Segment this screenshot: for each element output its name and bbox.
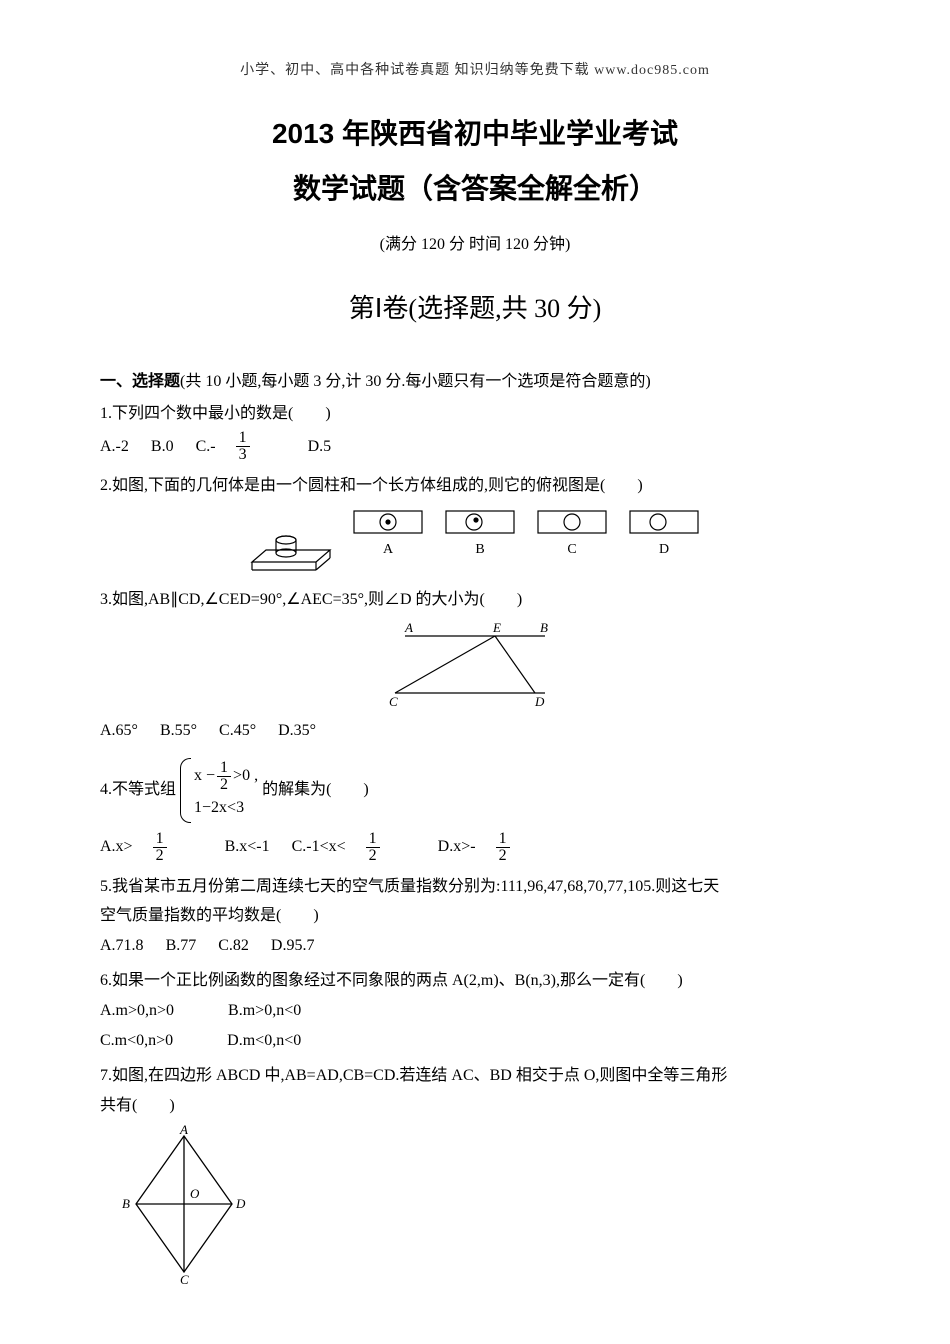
q3-label-e: E	[492, 620, 501, 635]
question-4: 4.不等式组 x −12>0 , 1−2x<3 的解集为( )	[100, 754, 850, 827]
question-5-line2: 空气质量指数的平均数是( )	[100, 903, 850, 929]
question-5-line1: 5.我省某市五月份第二周连续七天的空气质量指数分别为:111,96,47,68,…	[100, 874, 850, 900]
question-3-options: A.65° B.55° C.45° D.35°	[100, 718, 850, 744]
q7-figure: A B D C O	[100, 1124, 850, 1284]
question-7-line1: 7.如图,在四边形 ABCD 中,AB=AD,CB=CD.若连结 AC、BD 相…	[100, 1063, 850, 1089]
q5-option-a: A.71.8	[100, 933, 144, 959]
q2-option-a-icon	[348, 505, 428, 539]
q2-label-b: B	[436, 539, 524, 561]
q5-option-b: B.77	[166, 933, 197, 959]
q6-option-a: A.m>0,n>0	[100, 998, 174, 1024]
q7-diagram-icon: A B D C O	[104, 1124, 264, 1284]
exam-page: 小学、初中、高中各种试卷真题 知识归纳等免费下载 www.doc985.com …	[0, 0, 950, 1344]
q2-figures: A B C	[100, 505, 850, 577]
exam-info: (满分 120 分 时间 120 分钟)	[100, 232, 850, 258]
question-6-options-2: C.m<0,n>0 D.m<0,n<0	[100, 1028, 850, 1054]
question-1: 1.下列四个数中最小的数是( )	[100, 401, 850, 427]
q3-label-a: A	[404, 620, 413, 635]
q2-option-c-icon	[532, 505, 612, 539]
q4-prefix: 4.不等式组	[100, 781, 176, 798]
q3-label-c: C	[389, 694, 398, 708]
q4-option-c: C.-1<x<12	[292, 831, 416, 864]
q6-option-b: B.m>0,n<0	[228, 998, 301, 1024]
q7-label-c: C	[180, 1272, 189, 1284]
q2-label-c: C	[528, 539, 616, 561]
q2-label-a: A	[344, 539, 432, 561]
fraction-icon: 12	[496, 831, 528, 864]
q4-option-b: B.x<-1	[225, 834, 270, 860]
question-7-line2: 共有( )	[100, 1093, 850, 1119]
q3-option-c: C.45°	[219, 718, 256, 744]
q7-label-b: B	[122, 1196, 130, 1211]
fraction-icon: 13	[236, 430, 268, 463]
q3-label-d: D	[534, 694, 545, 708]
q3-label-b: B	[540, 620, 548, 635]
page-header-meta: 小学、初中、高中各种试卷真题 知识归纳等免费下载 www.doc985.com	[100, 60, 850, 82]
q4-suffix: 的解集为( )	[262, 781, 369, 798]
q4-option-d: D.x>-12	[438, 831, 546, 864]
q2-label-d: D	[620, 539, 708, 561]
q1-option-d: D.5	[308, 434, 332, 460]
question-2: 2.如图,下面的几何体是由一个圆柱和一个长方体组成的,则它的俯视图是( )	[100, 473, 850, 499]
q3-figure: A E B C D	[100, 618, 850, 708]
fraction-icon: 12	[217, 760, 231, 793]
q3-option-b: B.55°	[160, 718, 197, 744]
instructions-rest: (共 10 小题,每小题 3 分,计 30 分.每小题只有一个选项是符合题意的)	[180, 373, 651, 390]
instructions-lead: 一、选择题	[100, 373, 180, 390]
q5-option-c: C.82	[218, 933, 249, 959]
title-line-2: 数学试题（含答案全解全析）	[100, 167, 850, 212]
q7-label-a: A	[179, 1124, 188, 1137]
question-6-options: A.m>0,n>0 B.m>0,n<0	[100, 998, 850, 1024]
question-5-options: A.71.8 B.77 C.82 D.95.7	[100, 933, 850, 959]
q2-option-b-icon	[440, 505, 520, 539]
q4-option-a: A.x>12	[100, 831, 203, 864]
section-1-title: 第Ⅰ卷(选择题,共 30 分)	[100, 288, 850, 330]
q1-option-a: A.-2	[100, 434, 129, 460]
title-line-1: 2013 年陕西省初中毕业学业考试	[100, 112, 850, 157]
q7-label-o: O	[190, 1186, 200, 1201]
q2-option-d-icon	[624, 505, 704, 539]
instructions: 一、选择题(共 10 小题,每小题 3 分,计 30 分.每小题只有一个选项是符…	[100, 369, 850, 395]
question-1-options: A.-2 B.0 C.-13 D.5	[100, 430, 850, 463]
q6-option-d: D.m<0,n<0	[227, 1028, 301, 1054]
q2-solid-icon	[246, 522, 336, 577]
fraction-icon: 12	[366, 831, 398, 864]
q7-label-d: D	[235, 1196, 246, 1211]
q1-option-c: C.-13	[196, 430, 286, 463]
question-6: 6.如果一个正比例函数的图象经过不同象限的两点 A(2,m)、B(n,3),那么…	[100, 968, 850, 994]
q4-brace-icon: x −12>0 , 1−2x<3	[180, 758, 258, 823]
question-4-options: A.x>12 B.x<-1 C.-1<x<12 D.x>-12	[100, 831, 850, 864]
q3-diagram-icon: A E B C D	[375, 618, 575, 708]
question-3: 3.如图,AB∥CD,∠CED=90°,∠AEC=35°,则∠D 的大小为( )	[100, 587, 850, 613]
fraction-icon: 12	[153, 831, 185, 864]
q1-option-b: B.0	[151, 434, 174, 460]
q3-option-a: A.65°	[100, 718, 138, 744]
q3-option-d: D.35°	[278, 718, 316, 744]
q6-option-c: C.m<0,n>0	[100, 1028, 173, 1054]
q5-option-d: D.95.7	[271, 933, 315, 959]
